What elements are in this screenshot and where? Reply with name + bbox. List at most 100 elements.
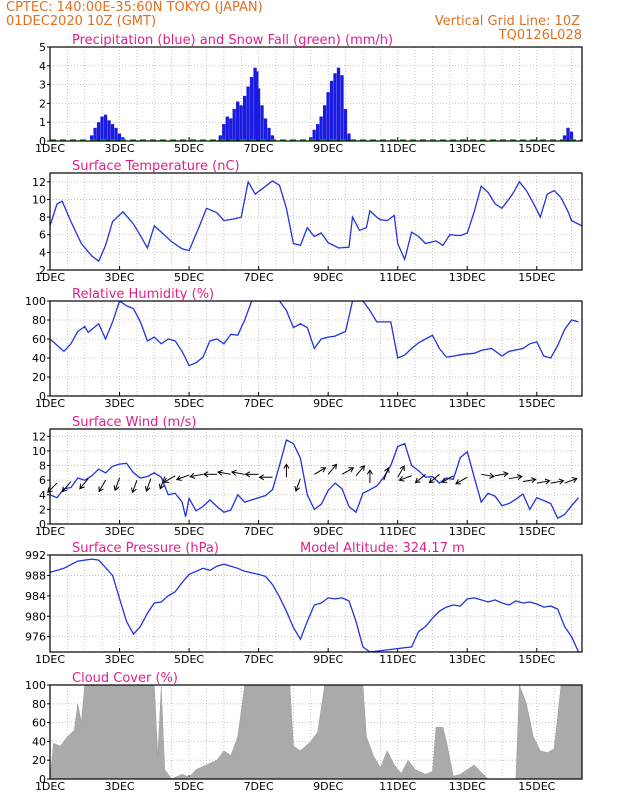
panel-frame xyxy=(49,46,583,142)
panel-title: Precipitation (blue) and Snow Fall (gree… xyxy=(72,33,393,48)
wind-arrow xyxy=(294,478,301,492)
precip-bar xyxy=(569,131,574,141)
x-tick-label: 3DEC xyxy=(104,271,134,284)
x-tick-label: 5DEC xyxy=(174,525,204,538)
y-tick-label: 6 xyxy=(39,229,46,242)
chart-header: CPTEC: 140:00E-35:60N TOKYO (JAPAN) 01DE… xyxy=(0,0,618,48)
wind-arrow xyxy=(131,479,138,494)
wind-arrow xyxy=(494,471,509,478)
x-tick-label: 7DEC xyxy=(244,142,274,155)
cloud-area xyxy=(49,684,583,780)
x-tick-label: 5DEC xyxy=(174,142,204,155)
y-tick-label: 988 xyxy=(25,569,46,582)
x-tick-label: 15DEC xyxy=(518,653,555,666)
wind-arrow xyxy=(550,478,565,485)
wind-arrow xyxy=(522,477,537,484)
y-tick-label: 80 xyxy=(32,698,46,711)
panel-frame xyxy=(49,554,583,653)
x-tick-label: 15DEC xyxy=(518,271,555,284)
x-tick-label: 5DEC xyxy=(174,780,204,793)
panel-title: Relative Humidity (%) xyxy=(72,287,214,302)
wind-arrow xyxy=(366,469,373,484)
x-tick-label: 9DEC xyxy=(313,525,343,538)
panel-frame xyxy=(49,684,583,780)
wind-arrow xyxy=(564,477,578,484)
wind-arrow xyxy=(230,469,245,476)
x-tick-label: 1DEC xyxy=(35,780,65,793)
precip-bar xyxy=(218,135,222,141)
x-tick-label: 13DEC xyxy=(449,653,486,666)
precip-bar xyxy=(329,80,334,141)
precip-bar xyxy=(562,135,567,141)
y-tick-label: 992 xyxy=(25,549,46,562)
wind-arrow xyxy=(258,474,273,481)
precip-bar xyxy=(225,116,229,141)
model-code: TQ0126L028 xyxy=(498,28,582,43)
precip-bar xyxy=(263,118,268,141)
x-tick-label: 7DEC xyxy=(244,653,274,666)
y-tick-label: 2 xyxy=(39,264,46,277)
wind-arrow xyxy=(341,467,355,475)
grid-note: Vertical Grid Line: 10Z xyxy=(434,14,580,29)
model-altitude: Model Altitude: 324.17 m xyxy=(300,541,465,556)
precip-bar xyxy=(236,101,240,141)
precip-bar xyxy=(242,95,247,141)
x-tick-label: 7DEC xyxy=(244,780,274,793)
y-tick-label: 2 xyxy=(39,503,46,516)
y-tick-label: 0 xyxy=(39,390,46,403)
wind-arrow xyxy=(113,477,121,492)
x-tick-label: 3DEC xyxy=(104,525,134,538)
x-tick-label: 9DEC xyxy=(313,397,343,410)
x-tick-label: 7DEC xyxy=(244,271,274,284)
y-tick-label: 12 xyxy=(32,176,46,189)
y-tick-label: 0 xyxy=(39,518,46,531)
precip-bar xyxy=(316,124,320,141)
precip-bar xyxy=(347,133,351,141)
panel-frame xyxy=(49,428,583,525)
precip-bar xyxy=(319,116,323,141)
precip-bar xyxy=(89,135,94,141)
precip-bar xyxy=(121,137,125,141)
wind-line xyxy=(50,439,579,520)
precip-bar xyxy=(110,124,115,141)
wind-arrow xyxy=(536,478,551,485)
panel-title: Surface Wind (m/s) xyxy=(72,415,196,430)
precip-bar xyxy=(322,105,327,141)
panel-wind: 0 24 68 10 12 1DEC 3DEC 5DEC 7DEC 9DEC 11DEC 13DEC 1… xyxy=(32,415,583,538)
y-tick-label: 20 xyxy=(32,371,46,384)
precip-bar xyxy=(222,124,226,141)
y-tick-label: 1 xyxy=(39,116,46,129)
x-tick-label: 9DEC xyxy=(313,653,343,666)
panel-rh: 0 20 40 60 80 100 1DEC 3DEC 5DEC 7DEC 9DEC 11DEC 13D… xyxy=(25,287,583,410)
wind-arrow xyxy=(398,475,412,482)
panel-frame xyxy=(49,172,583,271)
precip-bar xyxy=(107,120,111,141)
x-tick-label: 3DEC xyxy=(104,780,134,793)
x-tick-label: 1DEC xyxy=(35,653,65,666)
wind-arrow xyxy=(327,463,338,475)
rh-line xyxy=(50,301,579,367)
x-tick-label: 13DEC xyxy=(449,397,486,410)
y-tick-label: 12 xyxy=(32,430,46,443)
wind-arrow xyxy=(244,471,259,478)
x-tick-label: 15DEC xyxy=(518,525,555,538)
wind-arrow xyxy=(202,471,217,478)
x-tick-label: 7DEC xyxy=(244,397,274,410)
x-tick-label: 1DEC xyxy=(35,271,65,284)
x-tick-label: 13DEC xyxy=(449,525,486,538)
y-tick-label: 8 xyxy=(39,211,46,224)
panel-title: Cloud Cover (%) xyxy=(72,671,178,686)
precip-bar xyxy=(267,127,271,141)
y-tick-label: 4 xyxy=(39,246,46,259)
wind-arrow xyxy=(79,478,89,490)
precip-bar xyxy=(246,86,250,141)
y-tick-label: 60 xyxy=(32,717,46,730)
x-tick-label: 9DEC xyxy=(313,142,343,155)
precip-bar xyxy=(114,127,118,141)
x-tick-label: 9DEC xyxy=(313,271,343,284)
y-tick-label: 40 xyxy=(32,352,46,365)
wind-arrow xyxy=(47,482,58,493)
precip-bar xyxy=(103,114,108,141)
x-tick-label: 1DEC xyxy=(35,397,65,410)
